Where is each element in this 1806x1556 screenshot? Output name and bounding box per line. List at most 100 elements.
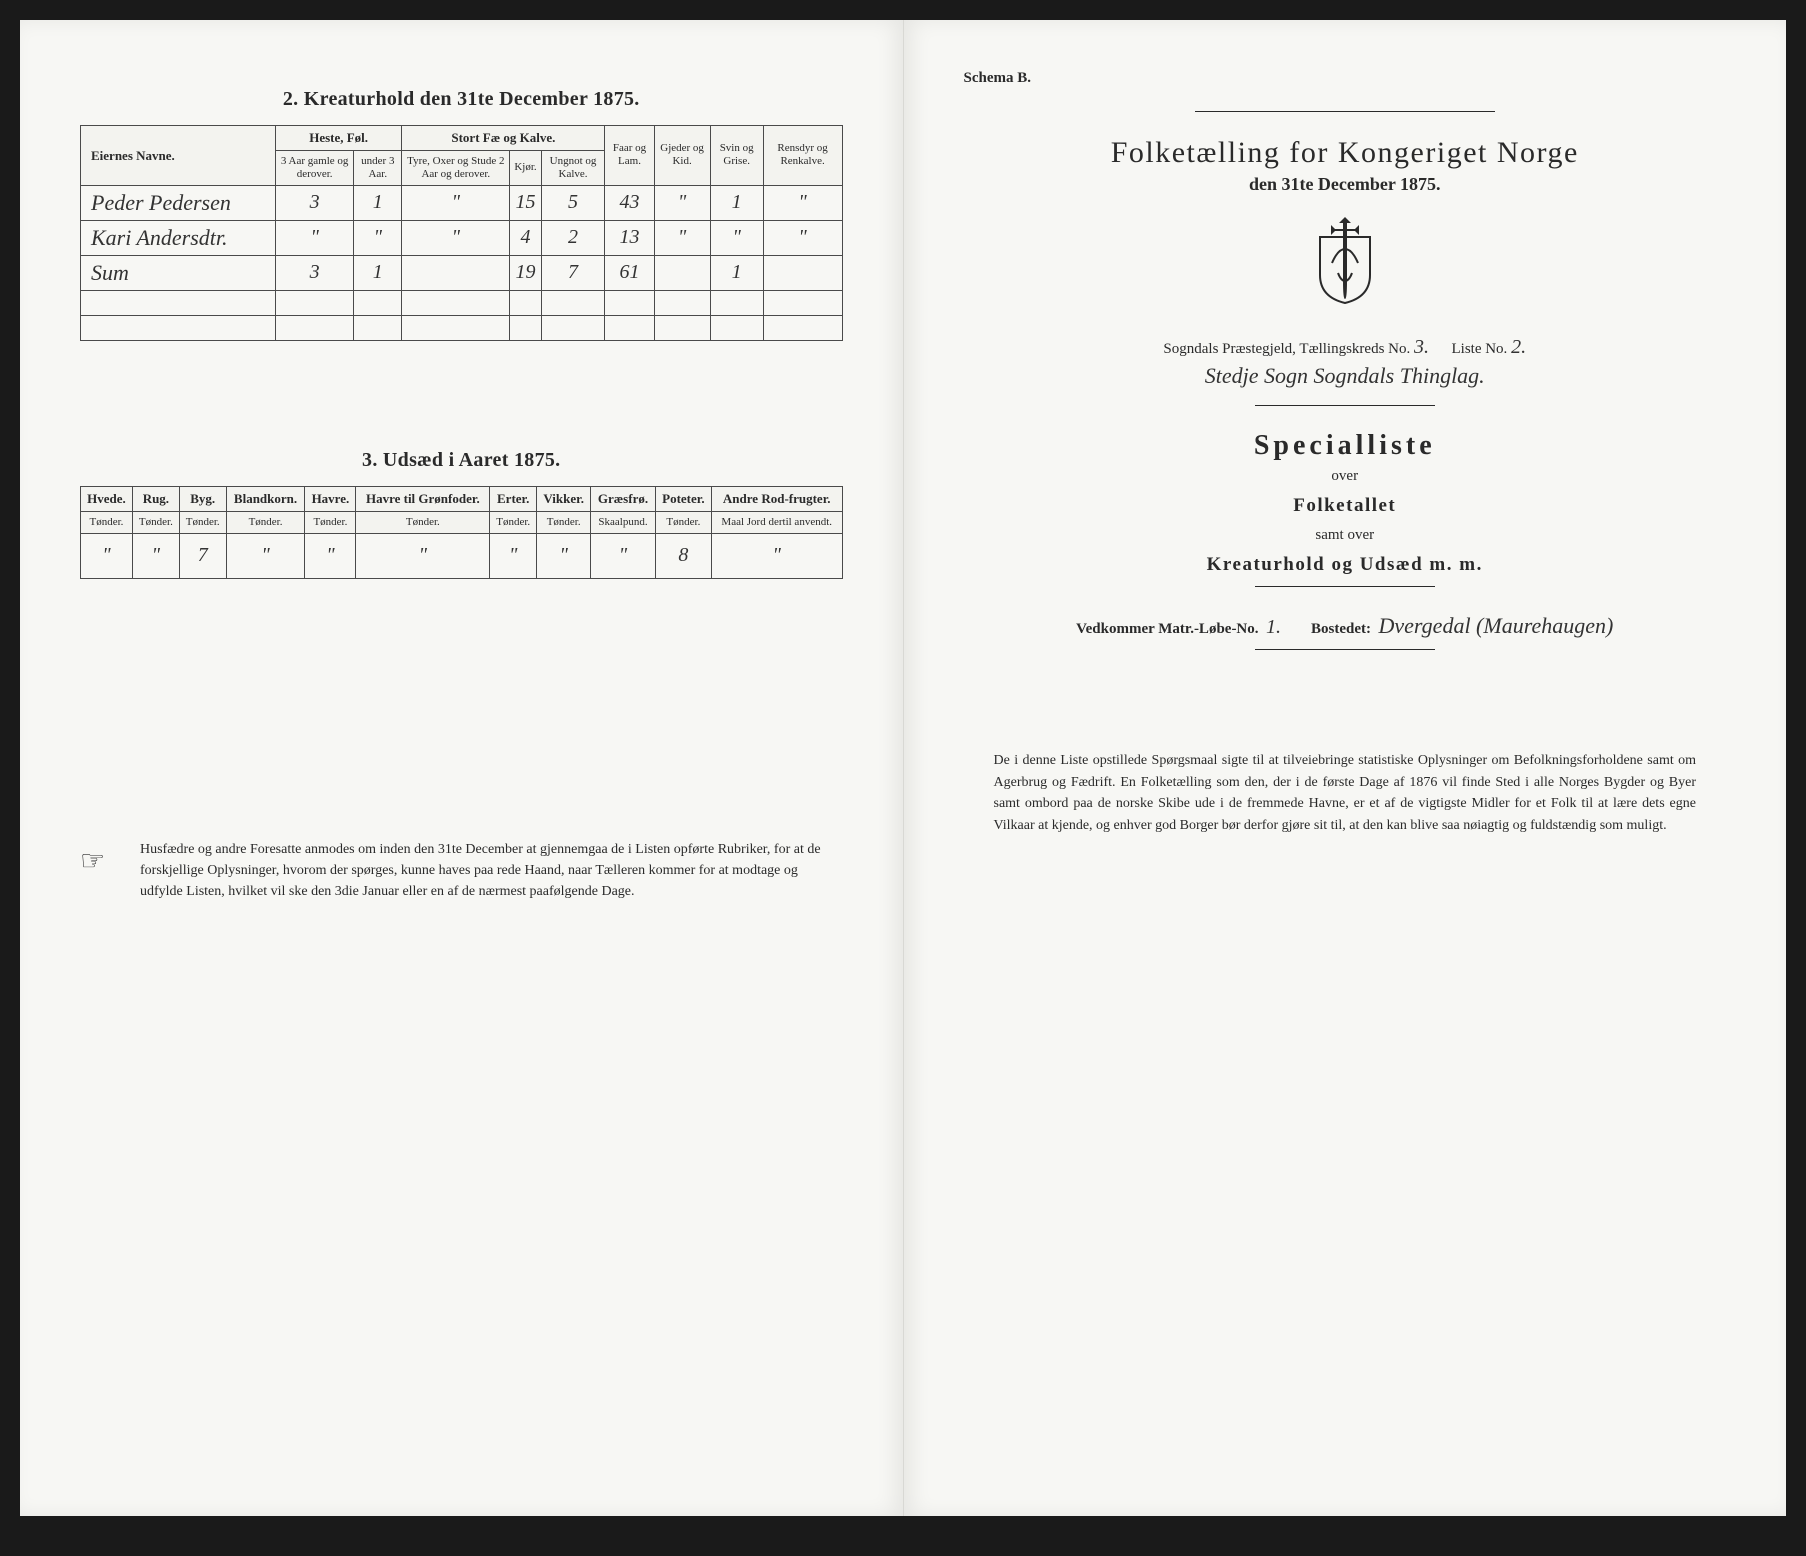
table-row: Peder Pedersen31"15543"1": [81, 185, 843, 220]
cell: [541, 315, 605, 340]
cell: 8: [655, 533, 711, 578]
th: Havre.: [305, 486, 356, 511]
table-row: Kari Andersdtr."""4213""": [81, 220, 843, 255]
cell: [276, 290, 354, 315]
th-faar: Faar og Lam.: [605, 126, 654, 186]
cell: 2: [541, 220, 605, 255]
cell: [654, 290, 710, 315]
cell: ": [132, 533, 179, 578]
th: Andre Rod-frugter.: [711, 486, 842, 511]
bosted-label: Bostedet:: [1311, 621, 1371, 637]
section3-title: 3. Udsæd i Aaret 1875.: [80, 449, 843, 472]
th-sub: Tønder.: [655, 511, 711, 533]
footnote-text: Husfædre og andre Foresatte anmodes om i…: [140, 842, 821, 899]
over-label: over: [964, 468, 1727, 485]
cell: [710, 290, 763, 315]
cell: 7: [541, 255, 605, 290]
cell: [763, 315, 842, 340]
vedkommer-line: Vedkommer Matr.-Løbe-No. 1. Bostedet: Dv…: [964, 613, 1727, 639]
cell: [402, 315, 510, 340]
cell: ": [402, 220, 510, 255]
cell: [354, 290, 402, 315]
th-sub: Tønder.: [356, 511, 490, 533]
schema-label: Schema B.: [964, 70, 1727, 87]
cell: ": [710, 220, 763, 255]
th-sub: Tønder.: [537, 511, 591, 533]
cell: [276, 315, 354, 340]
cell: 3: [276, 255, 354, 290]
cell: ": [763, 185, 842, 220]
right-page: Schema B. Folketælling for Kongeriget No…: [904, 20, 1787, 1516]
cell: [402, 290, 510, 315]
cell: ": [305, 533, 356, 578]
cell: ": [654, 220, 710, 255]
cell: 1: [710, 185, 763, 220]
th-svin: Svin og Grise.: [710, 126, 763, 186]
th-gjeder: Gjeder og Kid.: [654, 126, 710, 186]
th: Hvede.: [81, 486, 133, 511]
rule: [1195, 111, 1495, 112]
cell: ": [226, 533, 305, 578]
parish-label: Sogndals Præstegjeld, Tællingskreds No.: [1163, 341, 1410, 357]
th-sub: Skaalpund.: [591, 511, 656, 533]
th-heste: Heste, Føl.: [276, 126, 402, 151]
owner-name: Peder Pedersen: [81, 185, 276, 220]
vedk-no: 1.: [1266, 616, 1281, 638]
th: Græsfrø.: [591, 486, 656, 511]
table-row: Sum31197611: [81, 255, 843, 290]
cell: ": [81, 533, 133, 578]
cell: ": [490, 533, 537, 578]
th-ren: Rensdyr og Renkalve.: [763, 126, 842, 186]
rule: [1255, 405, 1435, 406]
cell: 1: [354, 185, 402, 220]
th-h4: Kjør.: [510, 150, 541, 185]
parish-line: Sogndals Præstegjeld, Tællingskreds No. …: [964, 336, 1727, 359]
cell: ": [537, 533, 591, 578]
cell: [354, 315, 402, 340]
cell: 13: [605, 220, 654, 255]
th-name: Eiernes Navne.: [81, 126, 276, 186]
page-spread: 2. Kreaturhold den 31te December 1875. E…: [20, 20, 1786, 1516]
th: Byg.: [179, 486, 226, 511]
cell: ": [356, 533, 490, 578]
th-storf: Stort Fæ og Kalve.: [402, 126, 605, 151]
cell: 3: [276, 185, 354, 220]
cell: [763, 290, 842, 315]
th: Vikker.: [537, 486, 591, 511]
cell: 7: [179, 533, 226, 578]
th-sub: Tønder.: [132, 511, 179, 533]
th-sub: Tønder.: [490, 511, 537, 533]
vedk-label: Vedkommer Matr.-Løbe-No.: [1076, 621, 1258, 637]
cell: [510, 315, 541, 340]
cell: 5: [541, 185, 605, 220]
left-footnote: ☞ Husfædre og andre Foresatte anmodes om…: [80, 839, 843, 902]
cell: [654, 315, 710, 340]
cell: [654, 255, 710, 290]
scan-frame: 2. Kreaturhold den 31te December 1875. E…: [20, 20, 1786, 1516]
census-subtitle: den 31te December 1875.: [964, 174, 1727, 195]
cell: [605, 315, 654, 340]
coat-of-arms-icon: [964, 215, 1727, 310]
specialliste-title: Specialliste: [964, 430, 1727, 462]
rule: [1255, 586, 1435, 587]
th-sub: Tønder.: [305, 511, 356, 533]
rule: [1255, 649, 1435, 650]
cell: 61: [605, 255, 654, 290]
cell: 4: [510, 220, 541, 255]
owner-name: Sum: [81, 255, 276, 290]
cell: 1: [354, 255, 402, 290]
cell: ": [711, 533, 842, 578]
cell: [510, 290, 541, 315]
liste-no: 2.: [1511, 336, 1526, 358]
folketallet-label: Folketallet: [964, 495, 1727, 517]
cell: 15: [510, 185, 541, 220]
cell: [81, 315, 276, 340]
right-footnote: De i denne Liste opstillede Spørgsmaal s…: [964, 750, 1727, 837]
th: Rug.: [132, 486, 179, 511]
pointing-hand-icon: ☞: [80, 841, 105, 883]
th-h1: 3 Aar gamle og derover.: [276, 150, 354, 185]
cell: ": [276, 220, 354, 255]
cell: ": [591, 533, 656, 578]
cell: 19: [510, 255, 541, 290]
bosted-value: Dvergedal (Maurehaugen): [1379, 613, 1614, 638]
